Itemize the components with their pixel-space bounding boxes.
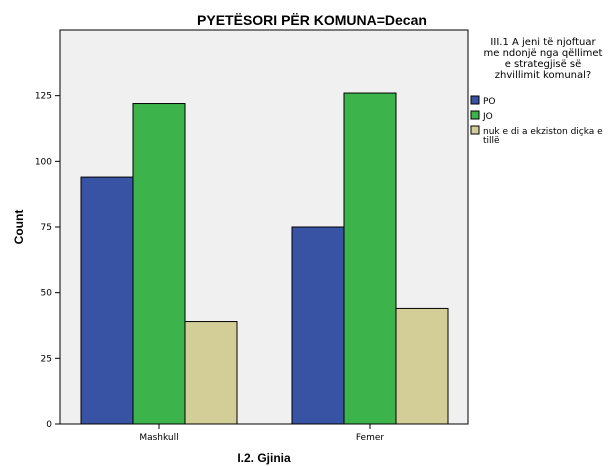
legend-label: PO — [483, 97, 496, 107]
y-tick-label: 100 — [35, 157, 52, 167]
legend-label: tillë — [483, 136, 500, 146]
bar-mashkull-series-2 — [132, 103, 186, 425]
bar-mashkull-series-1 — [80, 176, 134, 425]
bar-femer-series-1 — [291, 226, 345, 425]
x-axis: Mashkull Femer — [139, 424, 384, 443]
legend-title-line: me ndonjë nga qëllimet — [484, 48, 603, 59]
y-tick-label: 125 — [35, 92, 52, 102]
bar-mashkull-series-3 — [184, 321, 238, 425]
legend-label: JO — [482, 112, 493, 122]
legend-swatch — [470, 125, 480, 135]
legend-label: nuk e di a ekziston diçka e — [483, 127, 603, 137]
y-tick-label: 50 — [41, 289, 53, 299]
legend-swatch — [470, 110, 480, 120]
y-tick-label: 0 — [46, 420, 52, 430]
legend-title-line: e strategjisë së — [505, 59, 582, 70]
y-axis: 0 25 50 75 100 125 — [35, 92, 60, 430]
y-tick-label: 75 — [41, 223, 52, 233]
bar-femer-series-2 — [343, 92, 397, 425]
chart-title: PYETËSORI PËR KOMUNA=Decan — [197, 12, 427, 28]
legend-swatch — [470, 95, 480, 105]
y-axis-title: Count — [12, 210, 26, 245]
x-axis-title: I.2. Gjinia — [237, 451, 291, 465]
legend-title-line: III.1 A jeni të njoftuar — [490, 37, 596, 48]
x-tick-label-mashkull: Mashkull — [139, 433, 178, 443]
legend-title-line: zhvillimit komunal? — [495, 70, 591, 81]
y-tick-label: 25 — [41, 354, 52, 364]
x-tick-label-femer: Femer — [356, 433, 385, 443]
bars-group — [80, 92, 449, 425]
bar-femer-series-3 — [395, 307, 449, 425]
